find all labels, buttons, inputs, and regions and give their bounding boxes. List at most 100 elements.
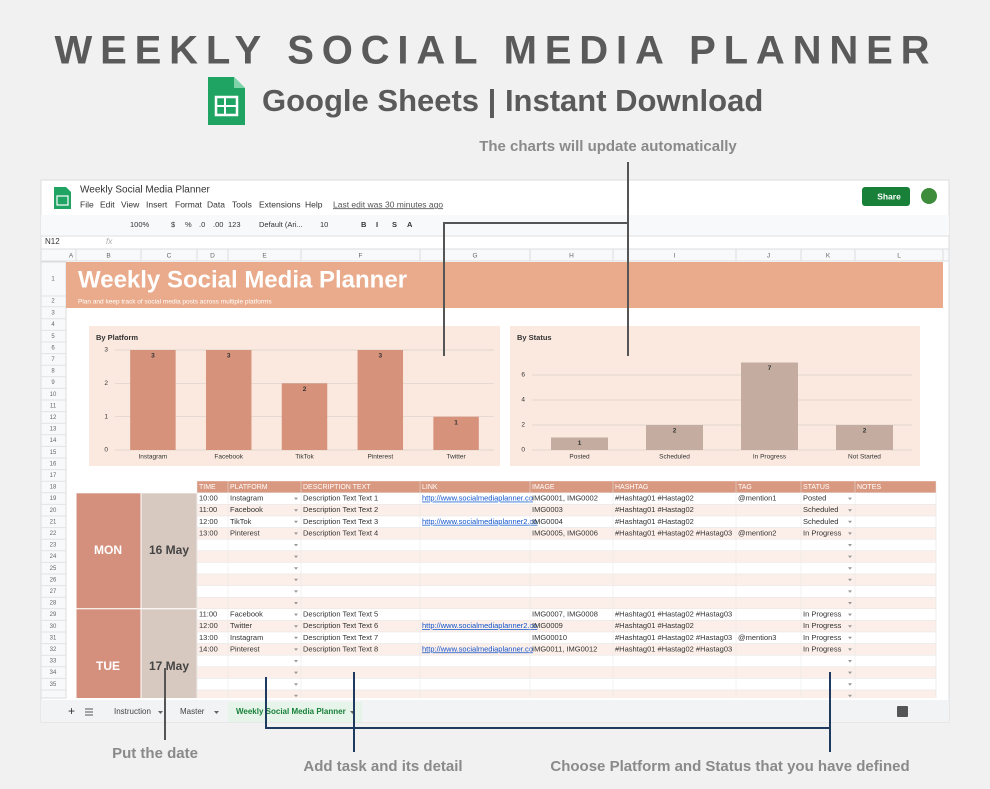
bar bbox=[433, 416, 479, 450]
row-number: 10 bbox=[50, 392, 57, 398]
dropdown-arrow[interactable] bbox=[848, 555, 852, 559]
menu-item[interactable]: View bbox=[121, 199, 140, 209]
cell: Posted bbox=[803, 494, 826, 503]
share-button[interactable] bbox=[862, 187, 910, 206]
table-row bbox=[196, 666, 937, 679]
toolbar-item[interactable]: S bbox=[392, 220, 397, 229]
dropdown-arrow[interactable] bbox=[848, 544, 852, 547]
dropdown-arrow[interactable] bbox=[294, 648, 298, 651]
cell: IMG0001, IMG0002 bbox=[532, 494, 598, 503]
dropdown-arrow[interactable] bbox=[848, 636, 852, 640]
toolbar-item[interactable]: B bbox=[361, 220, 367, 229]
add-sheet[interactable]: + bbox=[68, 704, 75, 718]
tab-arrow[interactable] bbox=[214, 711, 219, 714]
share-label[interactable]: Share bbox=[877, 191, 901, 201]
sheet-tab[interactable] bbox=[172, 702, 226, 722]
cell[interactable]: http://www.socialmediaplanner.co bbox=[422, 644, 533, 653]
column-header: IMAGE bbox=[532, 484, 555, 491]
dropdown-arrow[interactable] bbox=[294, 683, 298, 686]
cell: IMG0004 bbox=[532, 517, 563, 526]
row-number: 13 bbox=[50, 427, 57, 433]
menu-item[interactable]: Format bbox=[175, 199, 203, 209]
cell[interactable]: http://www.socialmediaplanner2.co bbox=[422, 517, 537, 526]
sheet-tab-label[interactable]: Master bbox=[180, 707, 205, 716]
dropdown-arrow[interactable] bbox=[848, 590, 852, 593]
menu-item[interactable]: Tools bbox=[232, 199, 252, 209]
tab-arrow[interactable] bbox=[158, 711, 163, 714]
toolbar-item[interactable]: I bbox=[376, 220, 378, 229]
dropdown-arrow[interactable] bbox=[294, 497, 298, 501]
dropdown-arrow[interactable] bbox=[294, 520, 298, 524]
column-header-bar bbox=[40, 248, 950, 262]
row-number: 25 bbox=[50, 566, 57, 572]
dropdown-arrow[interactable] bbox=[294, 694, 298, 698]
dropdown-arrow[interactable] bbox=[294, 544, 298, 547]
row-number: 9 bbox=[51, 380, 55, 386]
dropdown-arrow[interactable] bbox=[848, 648, 852, 651]
dropdown-arrow[interactable] bbox=[848, 520, 852, 524]
dropdown-arrow[interactable] bbox=[848, 625, 852, 628]
toolbar-item[interactable]: Default (Ari... bbox=[259, 220, 303, 229]
menu-item[interactable]: Data bbox=[207, 199, 225, 209]
dropdown-arrow[interactable] bbox=[848, 694, 852, 698]
dropdown-arrow[interactable] bbox=[294, 613, 298, 617]
cell[interactable]: http://www.socialmediaplanner2.co bbox=[422, 621, 537, 630]
dropdown-arrow[interactable] bbox=[848, 613, 852, 617]
dropdown-arrow[interactable] bbox=[294, 625, 298, 628]
dropdown-arrow[interactable] bbox=[848, 683, 852, 686]
row-number: 27 bbox=[50, 589, 57, 595]
menu-item[interactable]: Help bbox=[305, 199, 323, 209]
annotation: Add task and its detail bbox=[303, 758, 462, 775]
dropdown-arrow[interactable] bbox=[848, 578, 852, 582]
toolbar-item[interactable]: $ bbox=[171, 220, 176, 229]
sheet-tab-label[interactable]: Weekly Social Media Planner bbox=[236, 707, 346, 716]
menu-item[interactable]: File bbox=[80, 199, 94, 209]
dropdown-arrow[interactable] bbox=[294, 671, 298, 675]
table-row bbox=[196, 550, 937, 563]
toolbar-item[interactable]: 100% bbox=[130, 220, 150, 229]
data-label: 3 bbox=[151, 353, 155, 360]
dropdown-arrow[interactable] bbox=[294, 509, 298, 512]
toolbar-item[interactable]: .00 bbox=[213, 220, 223, 229]
dropdown-arrow[interactable] bbox=[848, 532, 852, 535]
toolbar-item[interactable]: 123 bbox=[228, 220, 241, 229]
dropdown-arrow[interactable] bbox=[848, 660, 852, 663]
row-number: 14 bbox=[50, 438, 57, 444]
sheet-tab-label[interactable]: Instruction bbox=[114, 707, 151, 716]
last-edit[interactable]: Last edit was 30 minutes ago bbox=[333, 199, 443, 209]
dropdown-arrow[interactable] bbox=[294, 555, 298, 559]
avatar[interactable] bbox=[921, 188, 937, 204]
cell[interactable]: http://www.socialmediaplanner.co bbox=[422, 494, 533, 503]
toolbar-item[interactable]: .0 bbox=[199, 220, 205, 229]
dropdown-arrow[interactable] bbox=[848, 497, 852, 501]
menu-item[interactable]: Edit bbox=[100, 199, 115, 209]
banner-subtitle: Plan and keep track of social media post… bbox=[78, 299, 272, 306]
dropdown-arrow[interactable] bbox=[294, 602, 298, 605]
dropdown-arrow[interactable] bbox=[848, 671, 852, 675]
dropdown-arrow[interactable] bbox=[294, 532, 298, 535]
bar bbox=[357, 350, 404, 450]
toolbar-item[interactable]: A bbox=[407, 220, 413, 229]
sheet-tab[interactable] bbox=[106, 702, 170, 722]
dropdown-arrow[interactable] bbox=[294, 578, 298, 582]
menu-item[interactable]: Insert bbox=[146, 199, 168, 209]
cell: #Hashtag01 #Hastag02 #Hastag03 bbox=[615, 610, 732, 619]
sheet-tab[interactable] bbox=[228, 702, 362, 722]
dropdown-arrow[interactable] bbox=[294, 636, 298, 640]
dropdown-arrow[interactable] bbox=[294, 567, 298, 570]
column-header: HASHTAG bbox=[615, 484, 648, 491]
cell: Description Text Text 1 bbox=[303, 494, 378, 503]
y-tick-label: 2 bbox=[104, 380, 108, 387]
toolbar-item[interactable]: 10 bbox=[320, 220, 328, 229]
dropdown-arrow[interactable] bbox=[294, 660, 298, 663]
dropdown-arrow[interactable] bbox=[294, 590, 298, 593]
dropdown-arrow[interactable] bbox=[848, 509, 852, 512]
dropdown-arrow[interactable] bbox=[848, 602, 852, 605]
menu-item[interactable]: Extensions bbox=[259, 199, 301, 209]
data-label: 1 bbox=[454, 419, 458, 426]
dropdown-arrow[interactable] bbox=[848, 567, 852, 570]
explore[interactable] bbox=[897, 706, 908, 717]
all-sheets[interactable] bbox=[85, 708, 93, 716]
toolbar-item[interactable]: % bbox=[185, 220, 192, 229]
